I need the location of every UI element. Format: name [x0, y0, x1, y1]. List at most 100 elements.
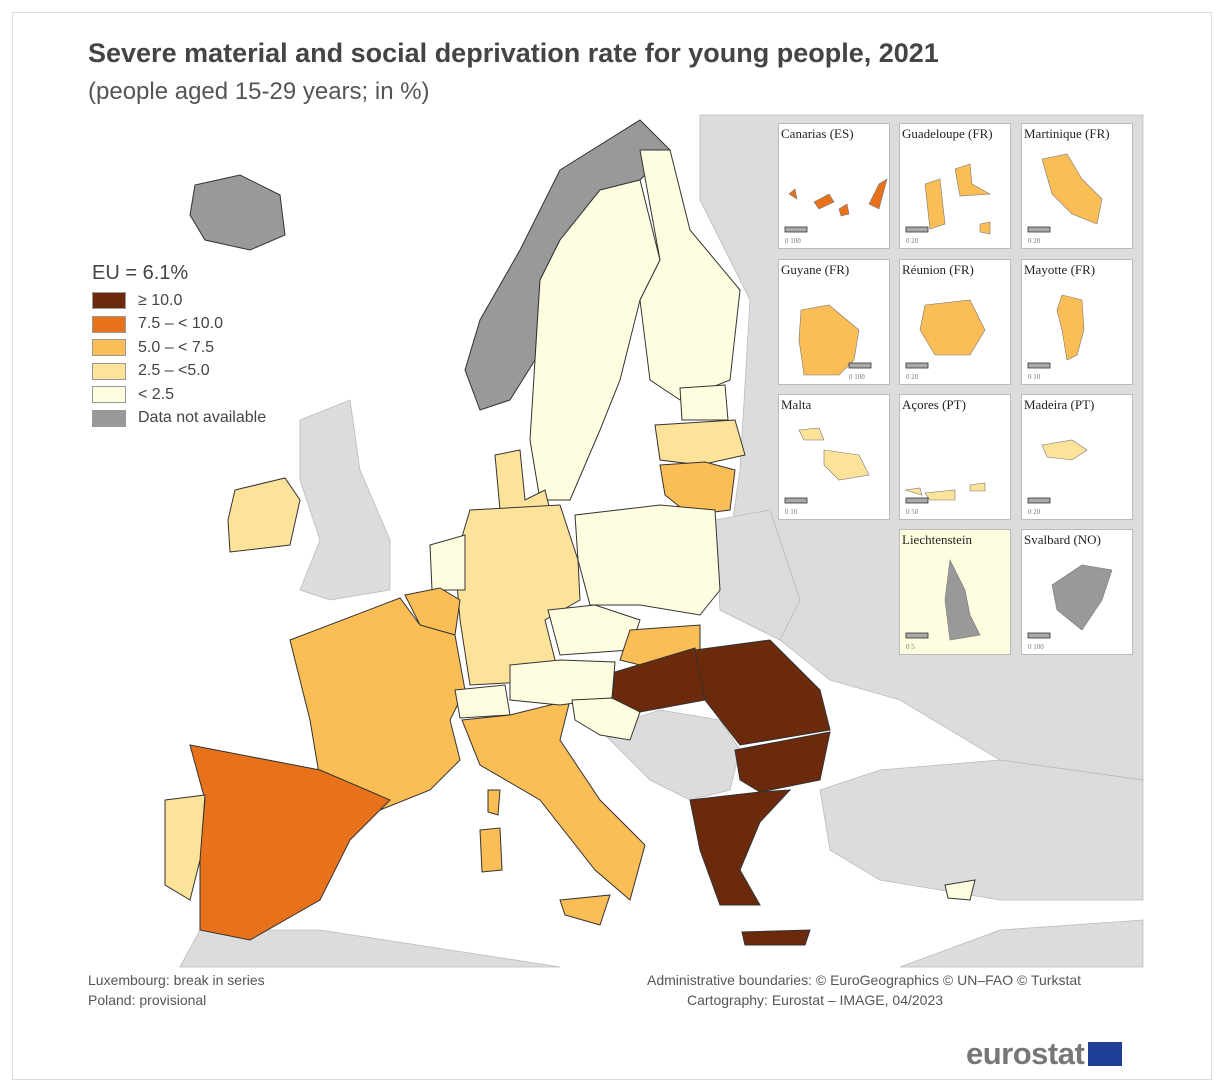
scale-bar	[1027, 226, 1051, 233]
region-sardinia	[479, 827, 503, 873]
legend-swatch	[92, 292, 126, 310]
region-non-eu-africa-east	[899, 919, 1144, 968]
eurostat-logo: eurostat	[966, 1036, 1123, 1072]
region-cyprus	[944, 879, 976, 901]
inset-map: Liechtenstein 0 5	[899, 529, 1011, 655]
inset-region	[924, 163, 992, 235]
region-bulgaria	[734, 731, 831, 793]
inset-map: Mayotte (FR) 0 10	[1021, 259, 1133, 385]
scale-label: 0 100	[849, 373, 865, 381]
region-non-eu-uk	[299, 399, 391, 601]
inset-label: Mayotte (FR)	[1024, 262, 1096, 277]
legend-item: Data not available	[92, 407, 266, 431]
legend-swatch	[92, 315, 126, 333]
inset-shape: 0 20	[1027, 153, 1103, 245]
legend-label: 2.5 – <5.0	[138, 362, 210, 380]
scale-label: 0 10	[1028, 373, 1041, 381]
inset-map: Açores (PT) 0 50	[899, 394, 1011, 520]
inset-region	[798, 427, 870, 481]
scale-label: 0 20	[906, 373, 919, 381]
region-crete	[741, 929, 811, 946]
scale-label: 0 50	[906, 508, 919, 516]
region-non-eu-balkans	[599, 709, 741, 801]
scale-bar	[905, 362, 929, 369]
inset-map: Malta 0 10	[778, 394, 890, 520]
inset-shape: 0 100	[798, 304, 872, 381]
scale-bar	[784, 226, 808, 233]
inset-map: Martinique (FR) 0 20	[1021, 123, 1133, 249]
note-luxembourg: Luxembourg: break in series	[88, 972, 265, 988]
region-non-eu-turkey	[819, 759, 1144, 901]
inset-region	[1041, 153, 1103, 225]
scale-label: 0 100	[1028, 643, 1044, 651]
inset-map: Guyane (FR) 0 100	[778, 259, 890, 385]
eu-flag-icon	[1088, 1042, 1123, 1066]
region-italy	[461, 699, 646, 901]
credits-cartography: Cartography: Eurostat – IMAGE, 04/2023	[687, 992, 944, 1008]
legend-item: < 2.5	[92, 383, 266, 407]
legend-label: < 2.5	[138, 385, 175, 403]
inset-shape: 0 20	[1027, 439, 1088, 516]
credits-boundaries: Administrative boundaries: © EuroGeograp…	[647, 972, 1082, 988]
region-switzerland	[454, 684, 511, 719]
region-iceland	[189, 174, 286, 251]
inset-label: Liechtenstein	[902, 532, 973, 547]
inset-region	[788, 178, 888, 217]
region-greece	[689, 789, 792, 906]
inset-shape: 0 20	[905, 299, 986, 381]
inset-label: Réunion (FR)	[902, 262, 974, 277]
region-estonia	[679, 384, 729, 421]
region-belgium	[404, 587, 461, 636]
legend: EU = 6.1% ≥ 10.0 7.5 – < 10.0 5.0 – < 7.5 2…	[92, 262, 266, 430]
legend-swatch	[92, 339, 126, 357]
inset-region	[919, 299, 986, 356]
region-romania	[694, 639, 831, 746]
region-latvia	[654, 419, 746, 466]
map-title: Severe material and social deprivation r…	[88, 38, 939, 68]
scale-bar	[905, 497, 929, 504]
inset-shape: 0 10	[784, 427, 870, 516]
legend-item: 5.0 – < 7.5	[92, 336, 266, 360]
scale-bar	[1027, 497, 1051, 504]
inset-shape: 0 100	[1027, 564, 1113, 651]
legend-label: Data not available	[138, 409, 267, 427]
region-lithuania	[659, 461, 736, 516]
legend-swatch	[92, 409, 126, 427]
inset-label: Malta	[781, 397, 812, 412]
eu-average: EU = 6.1%	[92, 262, 189, 284]
legend-label: 5.0 – < 7.5	[138, 338, 215, 356]
region-netherlands	[429, 534, 466, 591]
frame	[12, 12, 1212, 1080]
legend-swatch	[92, 362, 126, 380]
inset-region	[1056, 294, 1085, 361]
region-non-eu-belarus-ukraine	[714, 509, 801, 641]
inset-region	[798, 304, 860, 376]
scale-label: 0 100	[785, 237, 801, 245]
inset-shape: 0 20	[905, 163, 992, 245]
scale-label: 0 20	[1028, 237, 1041, 245]
inset-region	[944, 558, 981, 641]
region-corsica	[487, 789, 501, 816]
region-slovenia-croatia	[571, 697, 641, 741]
map-subtitle: (people aged 15-29 years; in %)	[88, 78, 430, 105]
inset-map: Svalbard (NO) 0 100	[1021, 529, 1133, 655]
inset-label: Açores (PT)	[902, 397, 966, 412]
region-non-eu-africa	[179, 929, 561, 968]
inset-shape: 0 100	[784, 178, 888, 245]
scale-label: 0 20	[906, 237, 919, 245]
inset-region	[1051, 564, 1113, 631]
legend-item: 7.5 – < 10.0	[92, 313, 266, 337]
inset-region	[904, 482, 986, 501]
legend-label: ≥ 10.0	[138, 291, 183, 309]
inset-label: Martinique (FR)	[1024, 126, 1110, 141]
inset-region	[1041, 439, 1088, 461]
inset-shape: 0 10	[1027, 294, 1085, 381]
inset-shape: 0 50	[904, 482, 986, 516]
inset-label: Canarias (ES)	[781, 126, 854, 141]
region-hungary	[611, 647, 706, 713]
inset-map: Guadeloupe (FR) 0 20	[899, 123, 1011, 249]
inset-label: Madeira (PT)	[1024, 397, 1095, 412]
scale-bar	[905, 226, 929, 233]
inset-map: Madeira (PT) 0 20	[1021, 394, 1133, 520]
scale-bar	[1027, 632, 1051, 639]
